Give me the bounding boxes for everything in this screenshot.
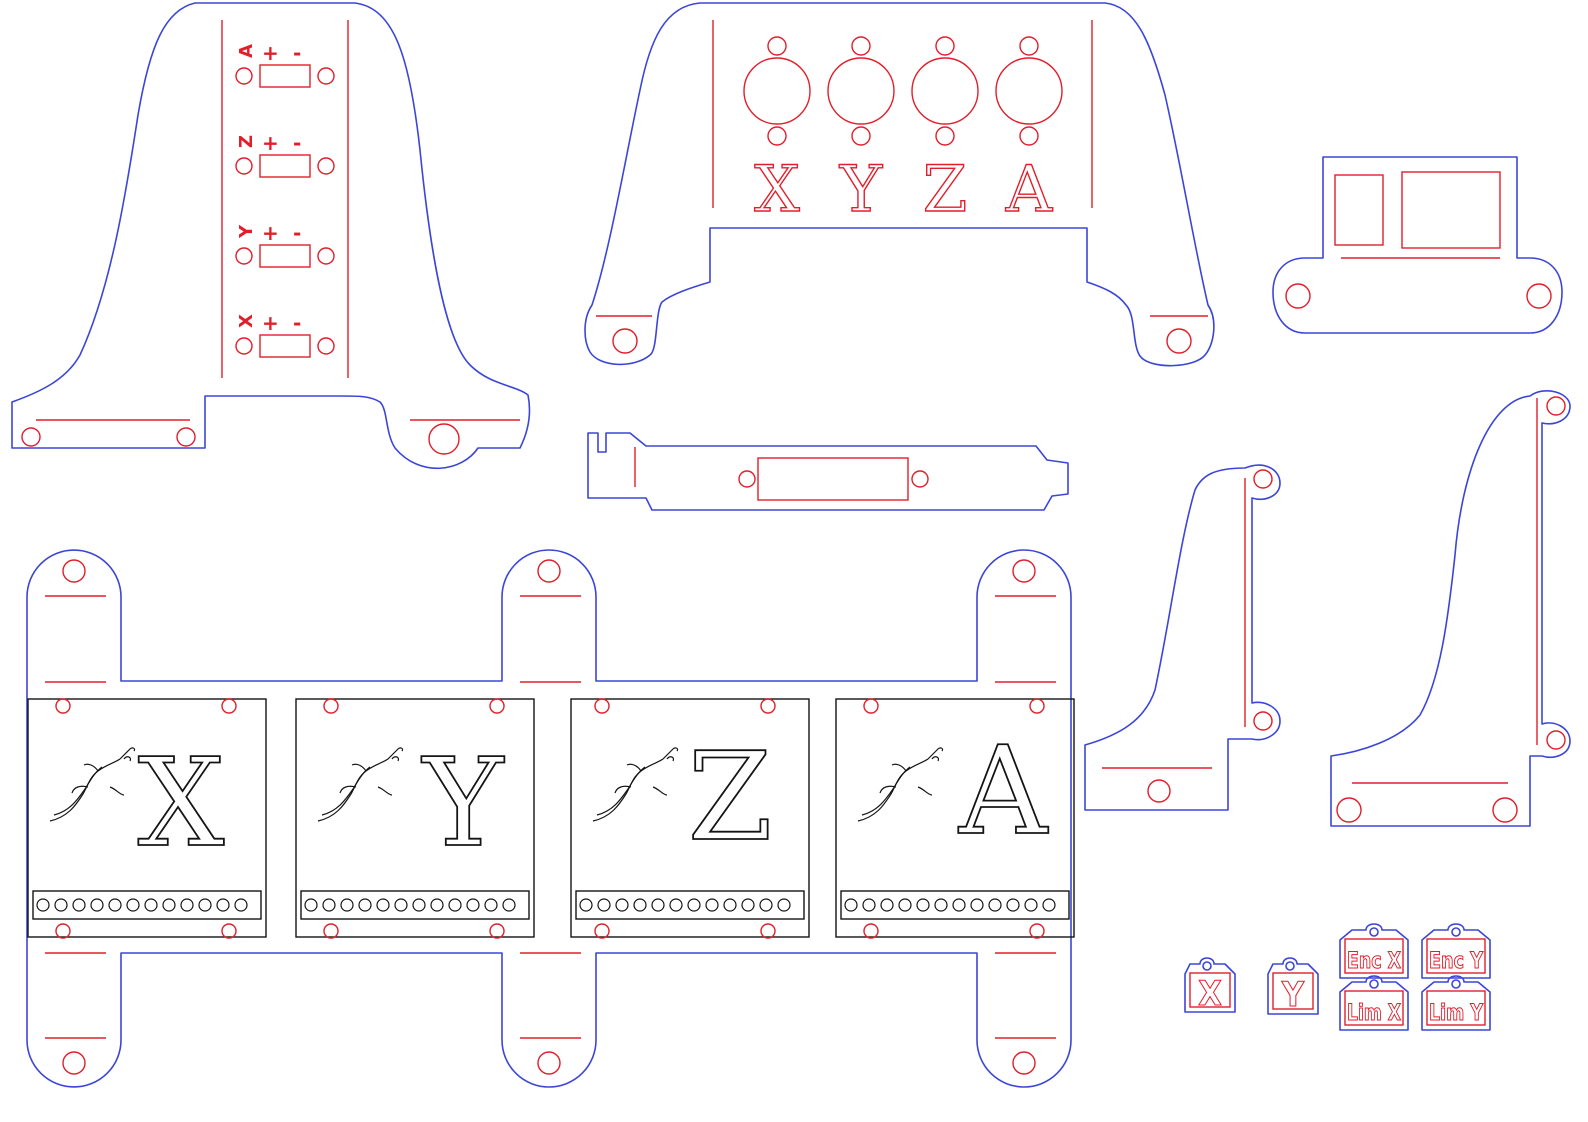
- tag-label: Enc Y: [1429, 949, 1484, 974]
- mount-hole: [1253, 711, 1273, 731]
- mount-hole: [428, 423, 460, 455]
- plus-label: +: [262, 131, 279, 155]
- gecko-icon: [49, 747, 136, 822]
- driver-base: X Y: [26, 549, 1075, 1088]
- tag-label: Lim Y: [1429, 1001, 1484, 1026]
- axis-label: X: [754, 153, 800, 227]
- motor-connector-z: Z + -: [235, 131, 335, 178]
- tag-enc-y: Enc Y: [1421, 923, 1491, 979]
- side-bracket-small: [1084, 464, 1281, 811]
- axis-label: Z: [236, 135, 257, 148]
- db-cutout: [757, 457, 909, 501]
- terminal-block: [32, 890, 262, 920]
- driver-board-z: Z: [570, 698, 810, 939]
- tag-lim-y: Lim Y: [1421, 975, 1491, 1031]
- mount-hole: [1492, 797, 1518, 823]
- driver-axis-label: Z: [688, 726, 773, 868]
- terminal-block: [840, 890, 1070, 920]
- tag-enc-x: Enc X: [1339, 923, 1409, 979]
- mount-hole: [1526, 283, 1552, 309]
- mount-hole: [1546, 730, 1566, 750]
- mount-hole: [612, 328, 638, 354]
- gecko-icon: [857, 747, 944, 822]
- cable-tags: X Y Enc X Enc Y Lim X: [1184, 923, 1491, 1031]
- mount-hole: [21, 427, 41, 447]
- motor-panel-outline: [11, 2, 531, 470]
- tag-label: Lim X: [1347, 1001, 1401, 1026]
- axis-label: X: [236, 314, 257, 328]
- mount-hole: [1546, 396, 1566, 416]
- axis-label: Y: [236, 224, 257, 239]
- motor-connector-x: X + -: [235, 311, 335, 358]
- axis-label: A: [236, 44, 257, 58]
- driver-axis-label: X: [138, 732, 225, 874]
- tag-label: X: [1198, 974, 1222, 1014]
- tag-label: Y: [1281, 975, 1305, 1015]
- side-bracket-large-outline: [1330, 390, 1571, 827]
- connector-a: A: [995, 36, 1063, 228]
- mount-hole: [176, 427, 196, 447]
- mount-hole: [1166, 328, 1192, 354]
- mount-hole: [1253, 469, 1273, 489]
- connector-x: X: [743, 36, 811, 228]
- gecko-icon: [592, 747, 679, 822]
- plus-label: +: [262, 221, 279, 245]
- driver-axis-label: Y: [421, 732, 505, 874]
- mount-hole: [738, 470, 756, 488]
- tag-lim-x: Lim X: [1339, 975, 1409, 1031]
- driver-axis-label: A: [958, 720, 1049, 862]
- driver-board-x: X: [27, 698, 267, 939]
- terminal-block: [575, 890, 805, 920]
- tag-x: X: [1184, 957, 1236, 1015]
- driver-board-y: Y: [295, 698, 535, 939]
- slot-bracket: [587, 432, 1069, 511]
- tag-label: Enc X: [1347, 949, 1401, 974]
- side-bracket-small-outline: [1084, 464, 1281, 811]
- side-bracket-large: [1330, 390, 1571, 827]
- minus-label: -: [293, 311, 301, 335]
- driver-base-outline: [26, 549, 1072, 1088]
- minus-label: -: [293, 131, 301, 155]
- terminal-block: [300, 890, 530, 920]
- driver-board-a: A: [835, 698, 1075, 939]
- mount-hole: [1285, 283, 1311, 309]
- minus-label: -: [293, 41, 301, 65]
- connector-panel: X Y Z A: [584, 2, 1215, 367]
- axis-label: A: [1005, 153, 1053, 227]
- axis-label: Z: [923, 153, 967, 227]
- plus-label: +: [262, 41, 279, 65]
- mount-hole: [911, 470, 929, 488]
- minus-label: -: [293, 221, 301, 245]
- connector-panel-outline: [584, 2, 1215, 367]
- plus-label: +: [262, 311, 279, 335]
- motor-connector-y: Y + -: [235, 221, 335, 268]
- mount-hole: [1336, 797, 1362, 823]
- slot-bracket-outline: [587, 432, 1069, 511]
- connector-z: Z: [911, 36, 979, 228]
- motor-panel: A + - Z + - Y + - X + -: [11, 2, 531, 470]
- connector-y: Y: [827, 36, 895, 228]
- mount-hole: [1147, 779, 1171, 803]
- switch-plate: [1272, 156, 1563, 334]
- tag-y: Y: [1267, 957, 1319, 1016]
- motor-connector-a: A + -: [235, 41, 335, 88]
- switch-plate-outline: [1272, 156, 1563, 334]
- gecko-icon: [317, 747, 404, 822]
- axis-label: Y: [839, 153, 883, 227]
